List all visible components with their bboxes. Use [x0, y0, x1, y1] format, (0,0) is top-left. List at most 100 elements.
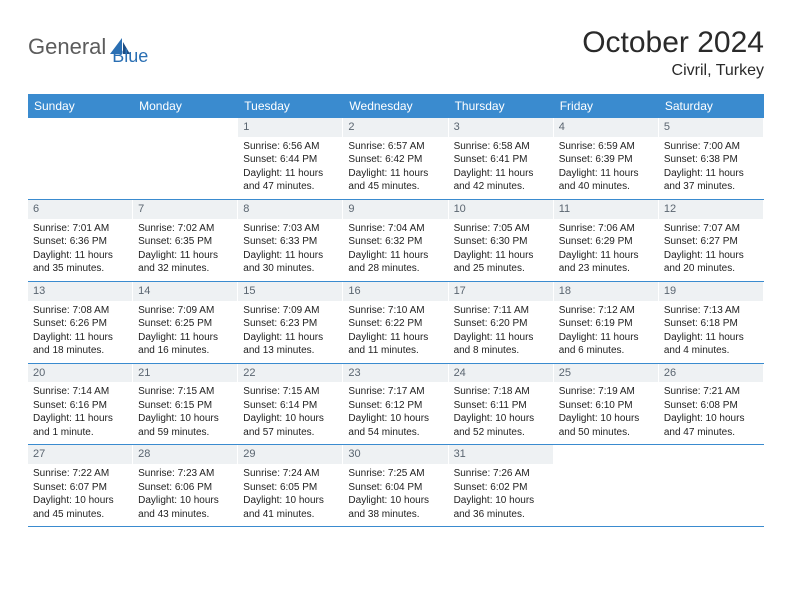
- sunrise-text: Sunrise: 7:00 AM: [664, 140, 758, 154]
- daylight-text: Daylight: 11 hours and 18 minutes.: [33, 331, 127, 358]
- page-title: October 2024: [582, 26, 764, 60]
- daylight-text: Daylight: 10 hours and 52 minutes.: [454, 412, 548, 439]
- weekday-header: Thursday: [449, 94, 554, 118]
- day-body: Sunrise: 7:02 AMSunset: 6:35 PMDaylight:…: [133, 219, 237, 281]
- daylight-text: Daylight: 11 hours and 20 minutes.: [664, 249, 758, 276]
- sunset-text: Sunset: 6:08 PM: [664, 399, 758, 413]
- sunrise-text: Sunrise: 7:06 AM: [559, 222, 653, 236]
- sunrise-text: Sunrise: 6:59 AM: [559, 140, 653, 154]
- day-number: 1: [238, 118, 342, 137]
- daylight-text: Daylight: 10 hours and 38 minutes.: [348, 494, 442, 521]
- sunrise-text: Sunrise: 7:22 AM: [33, 467, 127, 481]
- week-row: 6Sunrise: 7:01 AMSunset: 6:36 PMDaylight…: [28, 200, 764, 282]
- day-number: 9: [343, 200, 447, 219]
- sunset-text: Sunset: 6:19 PM: [559, 317, 653, 331]
- daylight-text: Daylight: 11 hours and 25 minutes.: [454, 249, 548, 276]
- day-number: 7: [133, 200, 237, 219]
- day-cell: 14Sunrise: 7:09 AMSunset: 6:25 PMDayligh…: [133, 282, 238, 363]
- sunset-text: Sunset: 6:26 PM: [33, 317, 127, 331]
- day-cell: 5Sunrise: 7:00 AMSunset: 6:38 PMDaylight…: [659, 118, 764, 199]
- day-number: 30: [343, 445, 447, 464]
- brand-text-1: General: [28, 34, 106, 60]
- daylight-text: Daylight: 11 hours and 23 minutes.: [559, 249, 653, 276]
- day-body: Sunrise: 7:25 AMSunset: 6:04 PMDaylight:…: [343, 464, 447, 526]
- day-cell: 27Sunrise: 7:22 AMSunset: 6:07 PMDayligh…: [28, 445, 133, 526]
- daylight-text: Daylight: 11 hours and 8 minutes.: [454, 331, 548, 358]
- day-number: 20: [28, 364, 132, 383]
- sunrise-text: Sunrise: 7:04 AM: [348, 222, 442, 236]
- day-body: Sunrise: 7:11 AMSunset: 6:20 PMDaylight:…: [449, 301, 553, 363]
- sunset-text: Sunset: 6:07 PM: [33, 481, 127, 495]
- sunset-text: Sunset: 6:15 PM: [138, 399, 232, 413]
- day-cell: 26Sunrise: 7:21 AMSunset: 6:08 PMDayligh…: [659, 364, 764, 445]
- day-number: 4: [554, 118, 658, 137]
- sunset-text: Sunset: 6:10 PM: [559, 399, 653, 413]
- sunrise-text: Sunrise: 6:56 AM: [243, 140, 337, 154]
- day-cell: [133, 118, 238, 199]
- week-row: 20Sunrise: 7:14 AMSunset: 6:16 PMDayligh…: [28, 364, 764, 446]
- day-body: Sunrise: 7:05 AMSunset: 6:30 PMDaylight:…: [449, 219, 553, 281]
- day-number: 12: [659, 200, 763, 219]
- day-cell: 30Sunrise: 7:25 AMSunset: 6:04 PMDayligh…: [343, 445, 448, 526]
- sunrise-text: Sunrise: 7:01 AM: [33, 222, 127, 236]
- day-cell: 11Sunrise: 7:06 AMSunset: 6:29 PMDayligh…: [554, 200, 659, 281]
- day-number: 28: [133, 445, 237, 464]
- day-number: 15: [238, 282, 342, 301]
- day-cell: 24Sunrise: 7:18 AMSunset: 6:11 PMDayligh…: [449, 364, 554, 445]
- daylight-text: Daylight: 11 hours and 35 minutes.: [33, 249, 127, 276]
- day-cell: [659, 445, 764, 526]
- sunset-text: Sunset: 6:42 PM: [348, 153, 442, 167]
- sunset-text: Sunset: 6:44 PM: [243, 153, 337, 167]
- sunset-text: Sunset: 6:23 PM: [243, 317, 337, 331]
- sunset-text: Sunset: 6:36 PM: [33, 235, 127, 249]
- daylight-text: Daylight: 11 hours and 37 minutes.: [664, 167, 758, 194]
- day-body: Sunrise: 7:14 AMSunset: 6:16 PMDaylight:…: [28, 382, 132, 444]
- day-cell: 29Sunrise: 7:24 AMSunset: 6:05 PMDayligh…: [238, 445, 343, 526]
- weekday-header-row: SundayMondayTuesdayWednesdayThursdayFrid…: [28, 94, 764, 118]
- sunset-text: Sunset: 6:33 PM: [243, 235, 337, 249]
- day-cell: 21Sunrise: 7:15 AMSunset: 6:15 PMDayligh…: [133, 364, 238, 445]
- day-body: Sunrise: 6:56 AMSunset: 6:44 PMDaylight:…: [238, 137, 342, 199]
- sunrise-text: Sunrise: 7:14 AM: [33, 385, 127, 399]
- day-cell: 17Sunrise: 7:11 AMSunset: 6:20 PMDayligh…: [449, 282, 554, 363]
- day-number: 23: [343, 364, 447, 383]
- sunset-text: Sunset: 6:32 PM: [348, 235, 442, 249]
- day-body: Sunrise: 7:26 AMSunset: 6:02 PMDaylight:…: [449, 464, 553, 526]
- sunrise-text: Sunrise: 7:19 AM: [559, 385, 653, 399]
- sunrise-text: Sunrise: 7:03 AM: [243, 222, 337, 236]
- day-body: Sunrise: 6:57 AMSunset: 6:42 PMDaylight:…: [343, 137, 447, 199]
- title-block: October 2024 Civril, Turkey: [582, 26, 764, 80]
- daylight-text: Daylight: 10 hours and 57 minutes.: [243, 412, 337, 439]
- sunset-text: Sunset: 6:41 PM: [454, 153, 548, 167]
- day-number: 31: [449, 445, 553, 464]
- day-body: Sunrise: 7:09 AMSunset: 6:25 PMDaylight:…: [133, 301, 237, 363]
- day-cell: 8Sunrise: 7:03 AMSunset: 6:33 PMDaylight…: [238, 200, 343, 281]
- week-row: 1Sunrise: 6:56 AMSunset: 6:44 PMDaylight…: [28, 118, 764, 200]
- daylight-text: Daylight: 11 hours and 32 minutes.: [138, 249, 232, 276]
- day-body: Sunrise: 6:58 AMSunset: 6:41 PMDaylight:…: [449, 137, 553, 199]
- sunrise-text: Sunrise: 7:21 AM: [664, 385, 758, 399]
- daylight-text: Daylight: 11 hours and 16 minutes.: [138, 331, 232, 358]
- daylight-text: Daylight: 11 hours and 42 minutes.: [454, 167, 548, 194]
- sunset-text: Sunset: 6:12 PM: [348, 399, 442, 413]
- daylight-text: Daylight: 10 hours and 47 minutes.: [664, 412, 758, 439]
- day-number: 27: [28, 445, 132, 464]
- day-cell: 25Sunrise: 7:19 AMSunset: 6:10 PMDayligh…: [554, 364, 659, 445]
- weekday-header: Friday: [554, 94, 659, 118]
- sunrise-text: Sunrise: 7:24 AM: [243, 467, 337, 481]
- daylight-text: Daylight: 11 hours and 28 minutes.: [348, 249, 442, 276]
- weekday-header: Sunday: [28, 94, 133, 118]
- day-number: 17: [449, 282, 553, 301]
- sunset-text: Sunset: 6:14 PM: [243, 399, 337, 413]
- day-number: 25: [554, 364, 658, 383]
- sunrise-text: Sunrise: 7:26 AM: [454, 467, 548, 481]
- daylight-text: Daylight: 11 hours and 4 minutes.: [664, 331, 758, 358]
- day-cell: 23Sunrise: 7:17 AMSunset: 6:12 PMDayligh…: [343, 364, 448, 445]
- sunrise-text: Sunrise: 7:05 AM: [454, 222, 548, 236]
- day-body: Sunrise: 7:09 AMSunset: 6:23 PMDaylight:…: [238, 301, 342, 363]
- day-number: 22: [238, 364, 342, 383]
- sunrise-text: Sunrise: 7:23 AM: [138, 467, 232, 481]
- sunrise-text: Sunrise: 7:10 AM: [348, 304, 442, 318]
- day-body: Sunrise: 7:15 AMSunset: 6:15 PMDaylight:…: [133, 382, 237, 444]
- day-cell: 22Sunrise: 7:15 AMSunset: 6:14 PMDayligh…: [238, 364, 343, 445]
